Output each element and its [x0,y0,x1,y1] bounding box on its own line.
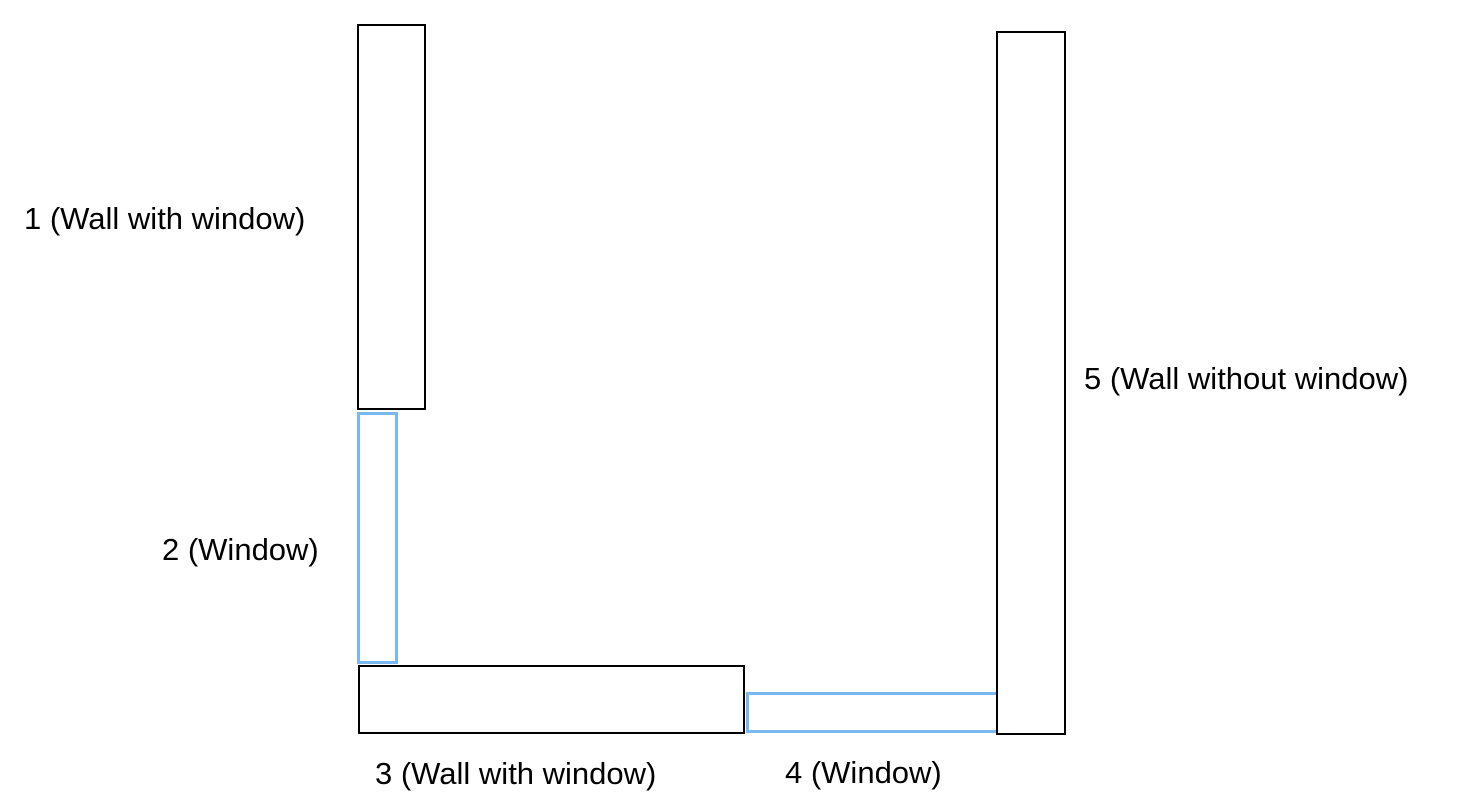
window-2-shape [357,412,398,664]
wall-1-label: 1 (Wall with window) [24,201,306,236]
wall-3-shape [358,665,745,734]
wall-1-shape [357,24,426,410]
wall-5-label: 5 (Wall without window) [1084,361,1409,396]
wall-3-label: 3 (Wall with window) [375,756,657,791]
wall-5-shape [996,31,1066,735]
window-4-shape [746,692,999,733]
window-4-label: 4 (Window) [785,755,942,790]
window-2-label: 2 (Window) [162,532,319,567]
